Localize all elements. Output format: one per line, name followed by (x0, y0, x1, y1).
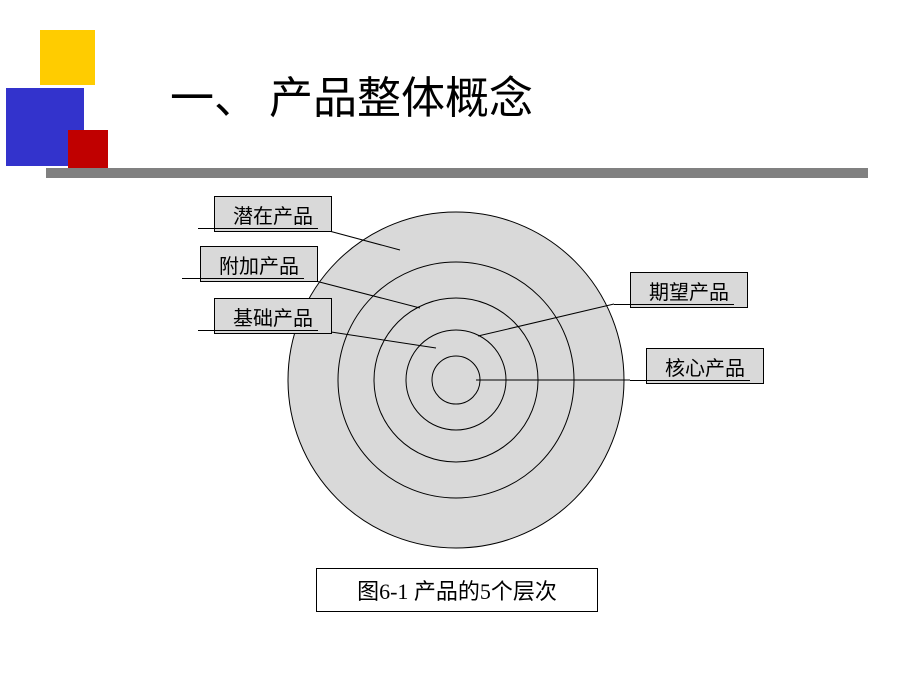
underline-augmented (182, 278, 304, 279)
label-basic-product: 基础产品 (214, 298, 332, 334)
underline-basic (198, 330, 318, 331)
slide: 一、 产品整体概念 潜在产品 附加产品 基础产品 期望产品 核心产品 图6-1 … (0, 0, 920, 690)
underline-potential (198, 228, 318, 229)
label-core-product: 核心产品 (646, 348, 764, 384)
underline-expected (614, 304, 734, 305)
label-augmented-product: 附加产品 (200, 246, 318, 282)
figure-caption: 图6-1 产品的5个层次 (316, 568, 598, 612)
underline-core (630, 380, 750, 381)
label-potential-product: 潜在产品 (214, 196, 332, 232)
label-expected-product: 期望产品 (630, 272, 748, 308)
